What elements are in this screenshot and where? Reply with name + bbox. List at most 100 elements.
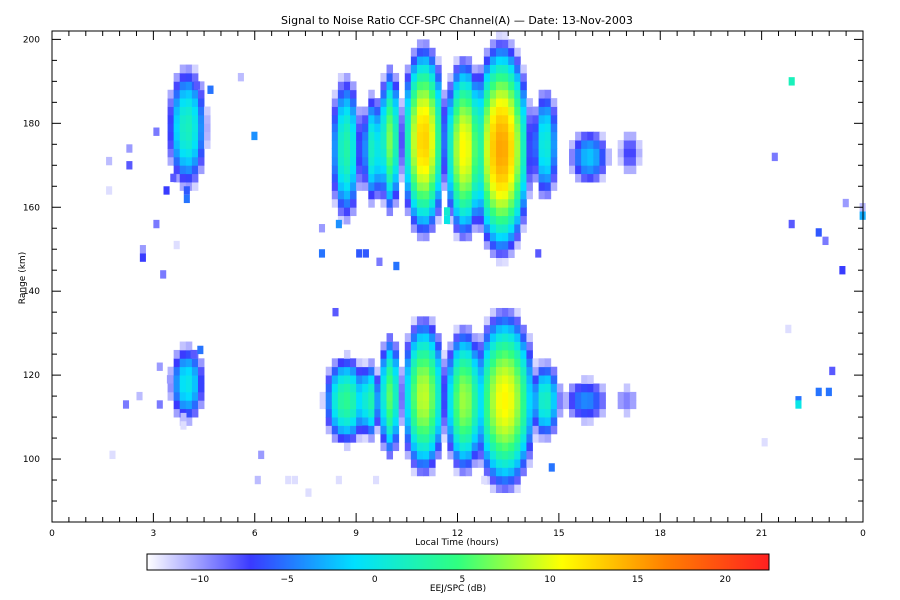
heatmap-cell — [404, 408, 412, 418]
heatmap-cell — [471, 64, 479, 74]
heatmap-cell — [471, 131, 479, 141]
heatmap-cell — [380, 341, 387, 351]
heatmap-cell — [459, 408, 467, 418]
heatmap-cell — [581, 383, 588, 393]
heatmap-cell — [599, 400, 606, 410]
heatmap-cell — [392, 148, 400, 158]
heatmap-cell — [380, 123, 387, 133]
heatmap-cell — [526, 433, 533, 443]
heatmap-cell — [532, 131, 539, 141]
heatmap-cell — [532, 433, 539, 443]
heatmap-cell — [496, 156, 503, 166]
heatmap-cell — [167, 148, 175, 158]
heatmap-cell — [489, 182, 497, 191]
heatmap-cell — [362, 391, 369, 401]
heatmap-cell — [197, 114, 205, 124]
heatmap-cell — [374, 106, 381, 116]
heatmap-cell — [167, 383, 175, 393]
heatmap-cell — [477, 333, 485, 342]
heatmap-cell — [173, 391, 181, 401]
heatmap-cell — [380, 358, 387, 368]
heatmap-cell — [502, 165, 509, 175]
heatmap-cell — [410, 224, 418, 233]
heatmap-cell — [483, 215, 491, 225]
heatmap-cell — [331, 148, 339, 158]
heatmap-cell — [337, 391, 345, 401]
heatmap-cell — [423, 324, 430, 334]
heatmap-cell — [350, 433, 357, 443]
heatmap-cell — [410, 375, 418, 384]
heatmap-cell — [441, 98, 448, 107]
heatmap-cell — [447, 81, 454, 91]
heatmap-cell — [483, 190, 491, 200]
heatmap-cell — [343, 89, 351, 99]
heatmap-cell — [398, 140, 406, 149]
heatmap-cell — [550, 417, 558, 426]
heatmap-cell — [416, 81, 424, 91]
heatmap-cell — [416, 366, 424, 376]
heatmap-cell — [544, 173, 552, 183]
heatmap-cell — [623, 400, 631, 410]
heatmap-cell — [593, 391, 600, 401]
heatmap-cell — [447, 182, 454, 191]
heatmap-cell — [465, 140, 473, 149]
heatmap-cell — [496, 64, 503, 74]
colorbar-label: EEJ/SPC (dB) — [430, 584, 486, 594]
heatmap-cell — [587, 173, 594, 183]
heatmap-cell — [459, 391, 467, 401]
heatmap-cell — [429, 450, 436, 460]
heatmap-cell — [477, 341, 485, 351]
heatmap-cell — [410, 408, 418, 418]
heatmap-cell — [556, 391, 564, 401]
heatmap-cell — [374, 123, 381, 133]
heatmap-cell — [380, 417, 387, 426]
heatmap-cell — [483, 64, 491, 74]
heatmap-cell — [167, 98, 175, 107]
heatmap-cell — [483, 232, 491, 242]
heatmap-cell — [496, 232, 503, 242]
heatmap-cell — [514, 459, 521, 468]
heatmap-cell — [331, 106, 339, 116]
heatmap-cell — [423, 98, 430, 107]
heatmap-cell — [410, 72, 418, 82]
heatmap-cell — [447, 417, 454, 426]
heatmap-cell — [185, 408, 193, 418]
heatmap-cell — [416, 207, 424, 217]
heatmap-cell — [526, 106, 533, 116]
heatmap-cell — [453, 467, 460, 477]
heatmap-cell — [508, 198, 515, 208]
heatmap-cell — [380, 349, 387, 359]
heatmap-cell — [459, 324, 467, 334]
heatmap-cell — [343, 433, 351, 443]
heatmap-cell — [331, 408, 339, 418]
heatmap-cell — [502, 333, 509, 342]
heatmap-cell — [362, 173, 369, 183]
heatmap-cell — [483, 131, 491, 141]
heatmap-cell — [337, 173, 345, 183]
heatmap-cell — [173, 123, 181, 133]
heatmap-cell — [429, 442, 436, 452]
heatmap-cell — [185, 156, 193, 166]
heatmap-cell — [204, 114, 211, 124]
heatmap-cell — [350, 358, 357, 368]
heatmap-point — [190, 349, 197, 359]
heatmap-cell — [356, 148, 363, 158]
heatmap-cell — [465, 375, 473, 384]
heatmap-cell — [191, 148, 199, 158]
heatmap-cell — [343, 131, 351, 141]
heatmap-cell — [429, 408, 436, 418]
heatmap-cell — [350, 131, 357, 141]
heatmap-cell — [374, 140, 381, 149]
heatmap-cell — [508, 98, 515, 107]
heatmap-cell — [453, 383, 460, 393]
heatmap-cell — [544, 383, 552, 393]
heatmap-cell — [429, 72, 436, 82]
heatmap-cell — [514, 484, 521, 494]
heatmap-cell — [325, 408, 333, 418]
heatmap-cell — [362, 123, 369, 133]
heatmap-cell — [496, 324, 503, 334]
heatmap-cell — [496, 425, 503, 435]
heatmap-cell — [453, 224, 460, 233]
x-tick-label: 9 — [353, 529, 359, 539]
heatmap-cell — [465, 207, 473, 217]
